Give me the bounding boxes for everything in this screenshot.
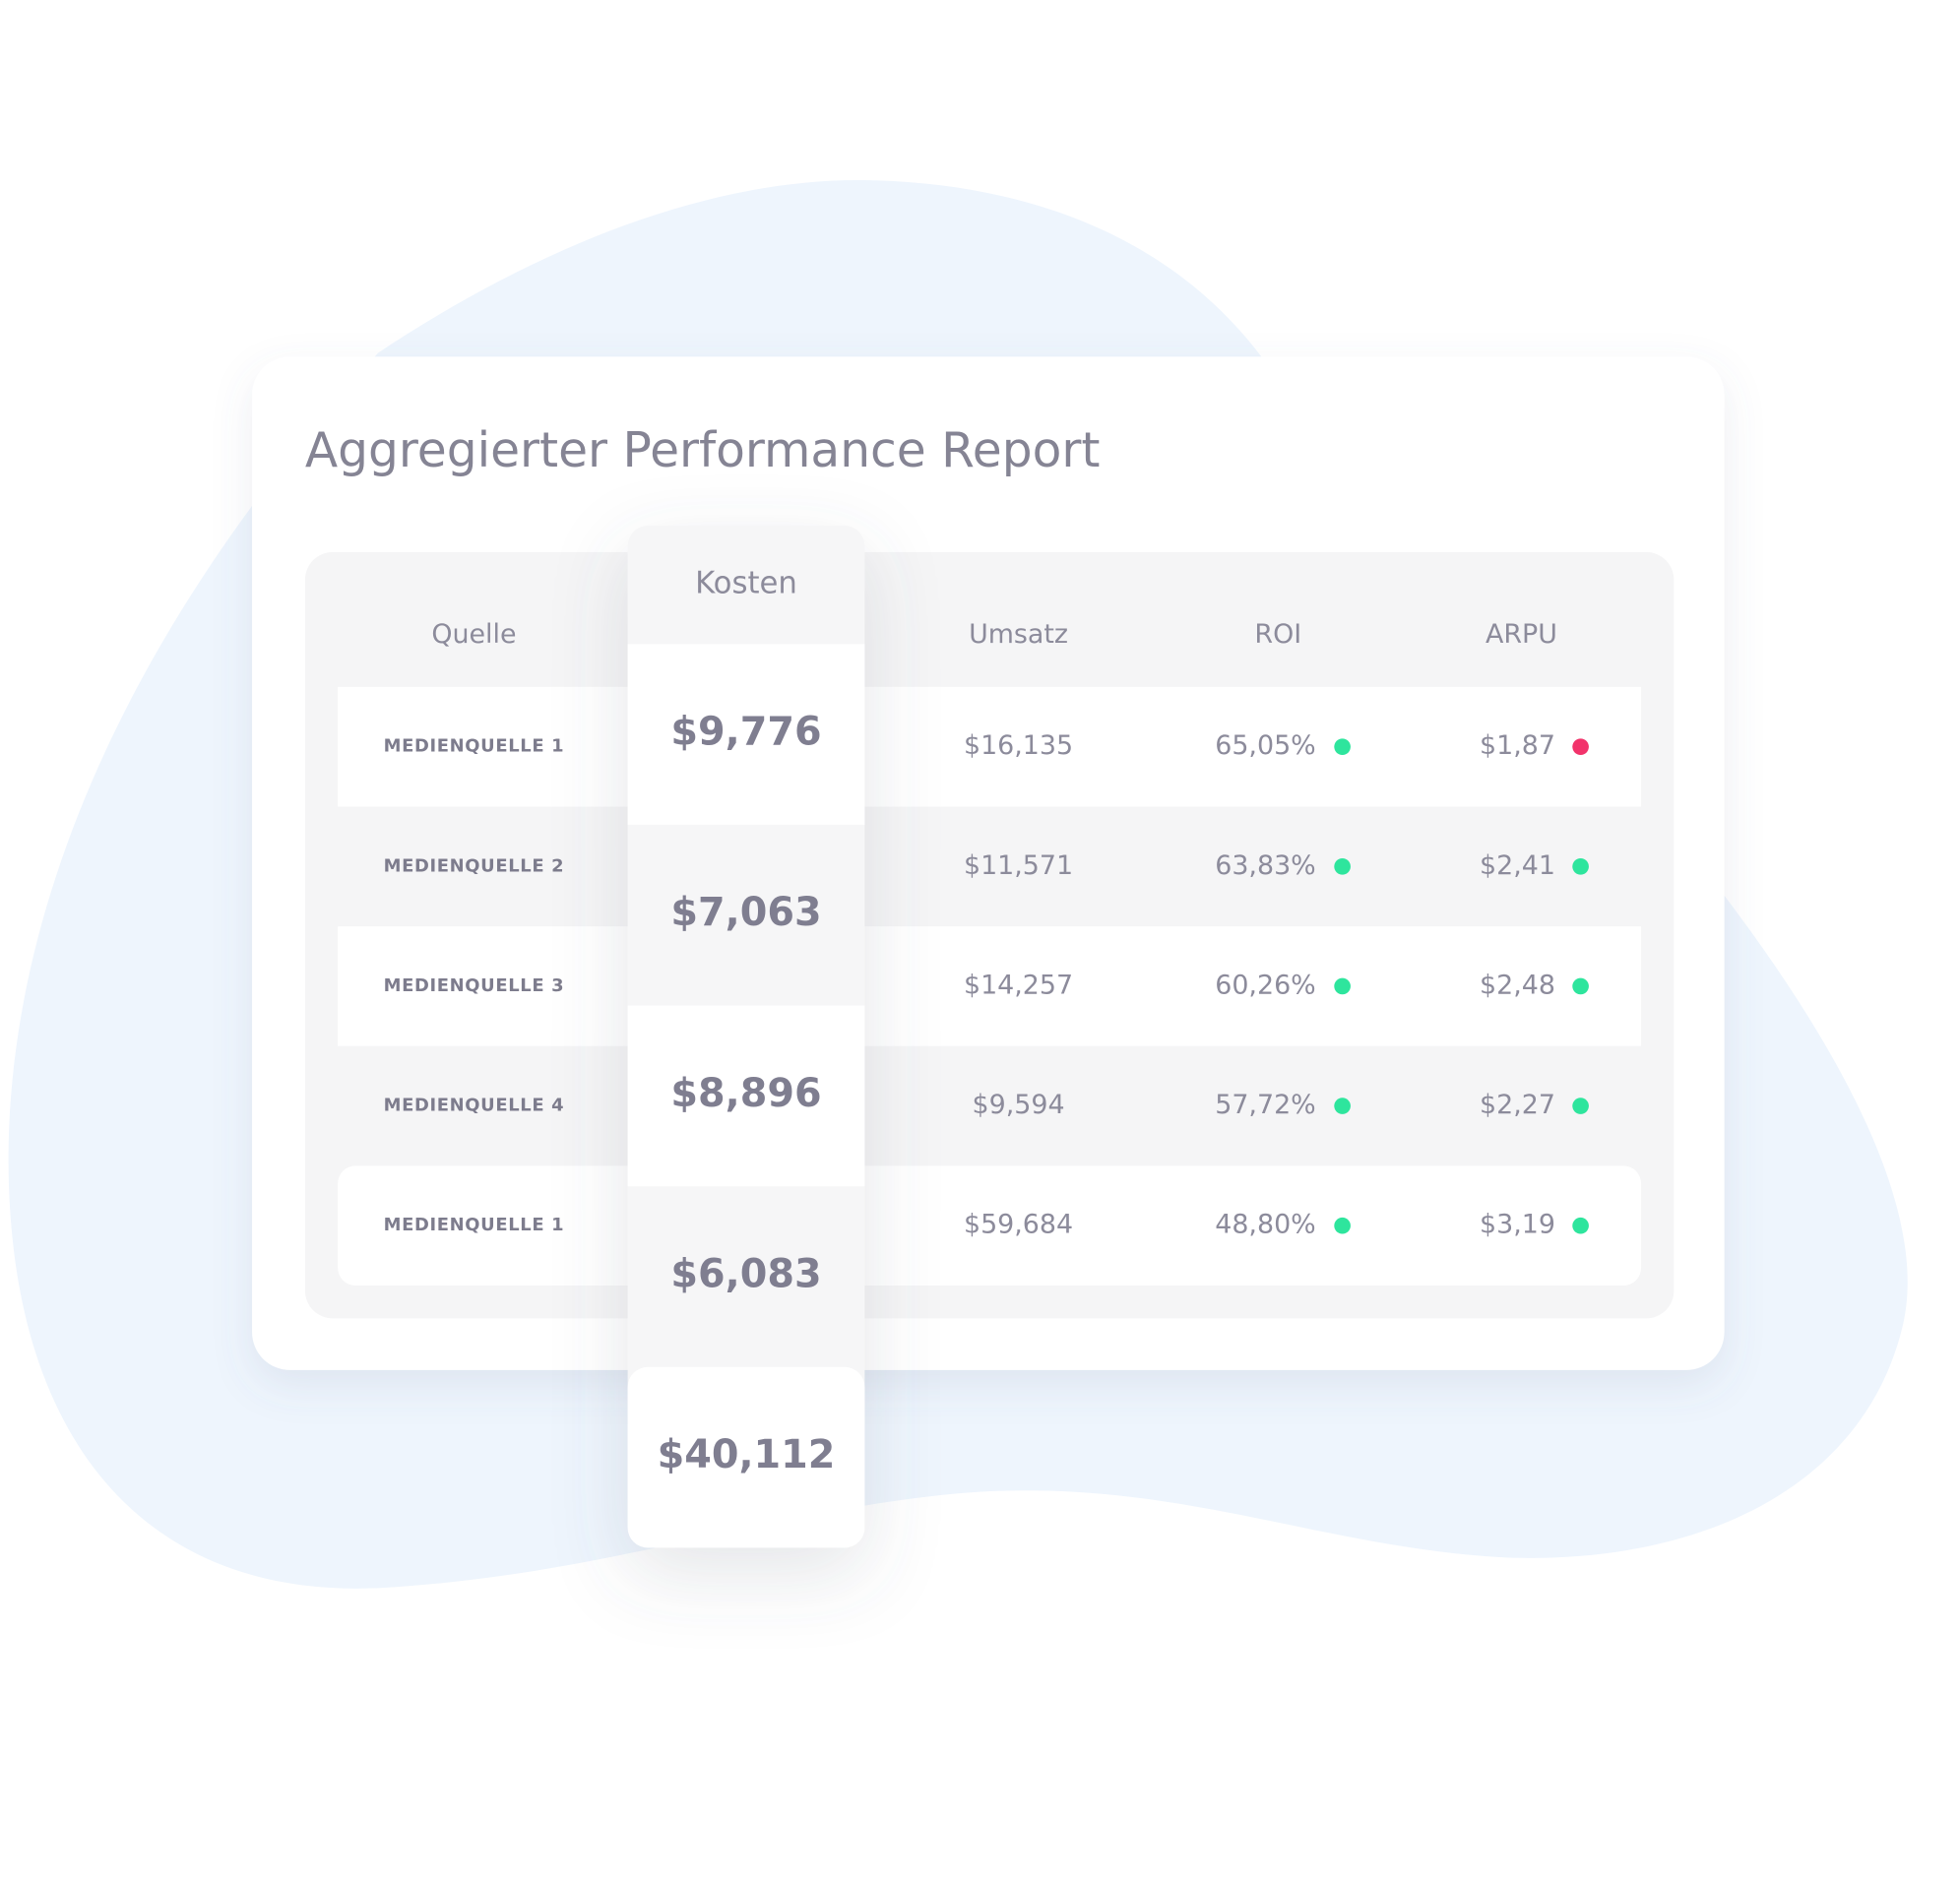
source-label: MEDIENQUELLE 4 xyxy=(384,1096,565,1116)
table-rows: Quelle Umsatz ROI ARPU MEDIENQUELLE 1 $16,135… xyxy=(338,619,1642,1287)
arpu-status-dot xyxy=(1572,738,1589,756)
column-header: Quelle xyxy=(431,619,516,650)
arpu-value: $2,27 xyxy=(1480,1090,1555,1120)
source-label: MEDIENQUELLE 1 xyxy=(384,1215,565,1235)
roi-value: 57,72% xyxy=(1215,1090,1315,1120)
revenue-value: $59,684 xyxy=(964,1210,1073,1240)
arpu-status-dot xyxy=(1572,977,1589,995)
arpu-status-dot xyxy=(1572,857,1589,875)
roi-status-dot xyxy=(1334,977,1351,995)
revenue-value: $11,571 xyxy=(964,850,1073,881)
revenue-value: $14,257 xyxy=(964,970,1073,1000)
cost-cell-background xyxy=(627,644,865,825)
report-title: Aggregierter Performance Report xyxy=(305,423,1101,478)
arpu-value: $3,19 xyxy=(1480,1210,1555,1240)
revenue-value: $16,135 xyxy=(964,730,1073,761)
cost-value: $40,112 xyxy=(658,1432,836,1477)
arpu-value: $1,87 xyxy=(1480,730,1555,761)
cost-column: Kosten $9,776 $7,063 $8,896 $6,083 $40,112 xyxy=(627,525,865,1548)
revenue-value: $9,594 xyxy=(973,1090,1065,1120)
cost-cell-background xyxy=(627,1366,865,1548)
roi-value: 65,05% xyxy=(1215,730,1315,761)
cost-value: $7,063 xyxy=(670,890,821,935)
arpu-value: $2,41 xyxy=(1480,850,1555,881)
roi-status-dot xyxy=(1334,857,1351,875)
arpu-status-dot xyxy=(1572,1217,1589,1234)
row-background xyxy=(338,686,1642,807)
column-header: ROI xyxy=(1254,619,1301,650)
row-background xyxy=(338,926,1642,1046)
roi-value: 60,26% xyxy=(1215,970,1315,1000)
cost-value: $6,083 xyxy=(670,1251,821,1296)
roi-status-dot xyxy=(1334,1098,1351,1114)
source-label: MEDIENQUELLE 3 xyxy=(384,975,565,996)
cost-value: $9,776 xyxy=(670,710,821,755)
roi-value: 63,83% xyxy=(1215,850,1315,881)
cost-value: $8,896 xyxy=(670,1071,821,1116)
arpu-value: $2,48 xyxy=(1480,970,1555,1000)
source-label: MEDIENQUELLE 1 xyxy=(384,736,565,757)
roi-status-dot xyxy=(1334,1217,1351,1234)
column-header: Umsatz xyxy=(969,619,1068,650)
source-label: MEDIENQUELLE 2 xyxy=(384,855,565,876)
arpu-status-dot xyxy=(1572,1098,1589,1114)
column-header: Kosten xyxy=(695,566,797,601)
column-header: ARPU xyxy=(1486,619,1557,650)
cost-cell-background xyxy=(627,1005,865,1187)
roi-value: 48,80% xyxy=(1215,1210,1315,1240)
roi-status-dot xyxy=(1334,738,1351,756)
